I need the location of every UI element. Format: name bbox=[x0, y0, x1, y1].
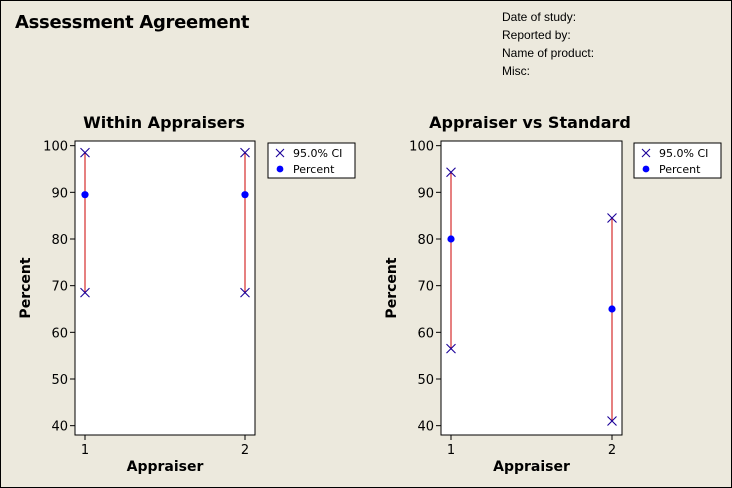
meta-name-of-product: Name of product: bbox=[502, 46, 595, 60]
y-tick-label: 40 bbox=[417, 420, 434, 435]
legend-box bbox=[633, 142, 722, 179]
x-tick-label: 1 bbox=[447, 443, 455, 458]
legend-ci-marker bbox=[275, 148, 285, 158]
plot-title: Appraiser vs Standard bbox=[429, 113, 631, 132]
x-tick-label: 1 bbox=[81, 443, 89, 458]
y-tick-label: 40 bbox=[51, 420, 68, 435]
plot-area bbox=[74, 140, 256, 436]
x-tick-label: 2 bbox=[608, 443, 616, 458]
y-tick-label: 100 bbox=[43, 140, 68, 155]
study-info: Date of study: Reported by: Name of prod… bbox=[502, 8, 594, 80]
legend-percent-label: Percent bbox=[659, 163, 701, 176]
x-tick-label: 2 bbox=[241, 443, 249, 458]
legend-percent-marker bbox=[276, 165, 284, 173]
ci-upper-marker bbox=[80, 147, 90, 158]
legend-box bbox=[267, 142, 356, 179]
x-axis-label: Appraiser bbox=[493, 459, 570, 475]
ci-lower-marker bbox=[446, 343, 456, 354]
y-tick-label: 50 bbox=[417, 373, 434, 388]
legend-percent-label: Percent bbox=[293, 163, 335, 176]
ci-lower-marker bbox=[240, 287, 250, 298]
y-tick-label: 80 bbox=[417, 233, 434, 248]
meta-reported-by: Reported by: bbox=[502, 28, 571, 42]
plot-title: Within Appraisers bbox=[83, 113, 245, 132]
y-tick-label: 60 bbox=[51, 326, 68, 341]
ci-upper-marker bbox=[240, 147, 250, 158]
ci-upper-marker bbox=[607, 213, 617, 223]
percent-marker bbox=[241, 191, 249, 199]
y-tick-label: 70 bbox=[417, 280, 434, 295]
ci-upper-marker bbox=[446, 167, 456, 178]
x-axis-label: Appraiser bbox=[127, 459, 204, 475]
legend-ci-label: 95.0% CI bbox=[293, 147, 342, 160]
meta-date-of-study: Date of study: bbox=[502, 10, 577, 24]
ci-lower-marker bbox=[607, 416, 617, 426]
percent-marker bbox=[447, 235, 455, 243]
page-title: Assessment Agreement bbox=[15, 12, 250, 33]
y-tick-label: 50 bbox=[51, 373, 68, 388]
legend-ci-marker bbox=[641, 148, 651, 158]
percent-marker bbox=[81, 191, 89, 199]
ci-lower-marker bbox=[80, 287, 90, 298]
y-axis-label: Percent bbox=[384, 257, 400, 318]
y-tick-label: 90 bbox=[51, 186, 68, 201]
y-tick-label: 60 bbox=[417, 326, 434, 341]
y-axis-label: Percent bbox=[18, 257, 34, 318]
meta-misc: Misc: bbox=[502, 64, 530, 78]
y-tick-label: 70 bbox=[51, 280, 68, 295]
legend-ci-label: 95.0% CI bbox=[659, 147, 708, 160]
legend-percent-marker bbox=[642, 165, 650, 173]
y-tick-label: 90 bbox=[417, 186, 434, 201]
plot-area bbox=[440, 140, 623, 436]
y-tick-label: 100 bbox=[409, 140, 434, 155]
y-tick-label: 80 bbox=[51, 233, 68, 248]
percent-marker bbox=[608, 305, 616, 313]
